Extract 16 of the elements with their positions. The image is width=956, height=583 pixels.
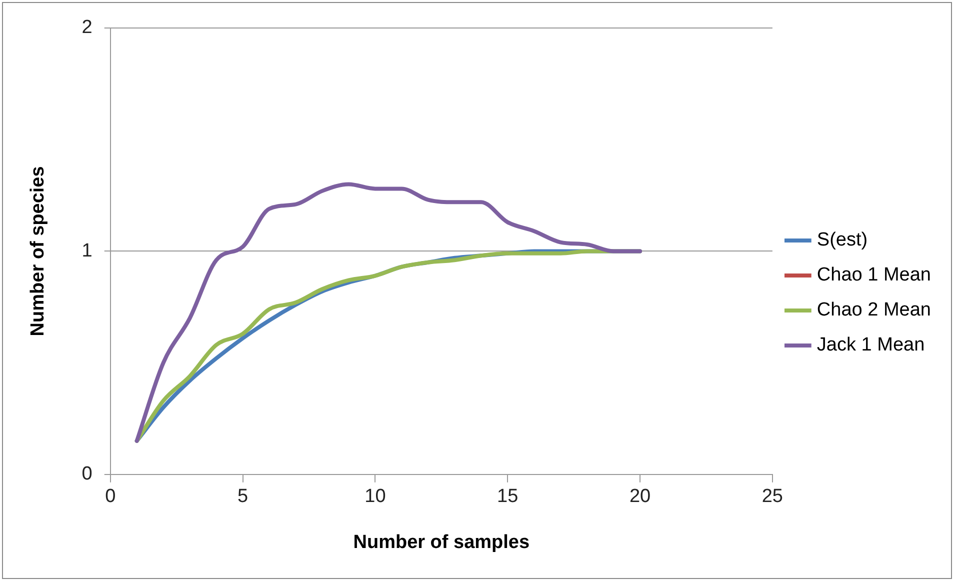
legend-label: S(est) bbox=[816, 230, 868, 251]
legend-label: Chao 1 Mean bbox=[816, 264, 932, 286]
x-tick-label: 15 bbox=[497, 486, 518, 508]
x-tick-label: 25 bbox=[762, 486, 783, 508]
x-tick-label: 10 bbox=[364, 486, 386, 508]
x-axis-title: Number of samples bbox=[353, 532, 530, 553]
legend-label: Chao 2 Mean bbox=[816, 300, 932, 321]
x-tick-label: 5 bbox=[237, 486, 248, 508]
y-tick-label: 0 bbox=[82, 464, 92, 485]
y-axis-title: Number of species bbox=[28, 166, 49, 336]
legend-label: Jack 1 Mean bbox=[816, 334, 925, 356]
x-tick-label: 0 bbox=[105, 486, 116, 508]
x-tick-label: 20 bbox=[629, 486, 651, 508]
y-tick-label: 2 bbox=[82, 17, 92, 38]
line-series bbox=[134, 182, 642, 443]
y-tick-label: 1 bbox=[82, 240, 92, 262]
